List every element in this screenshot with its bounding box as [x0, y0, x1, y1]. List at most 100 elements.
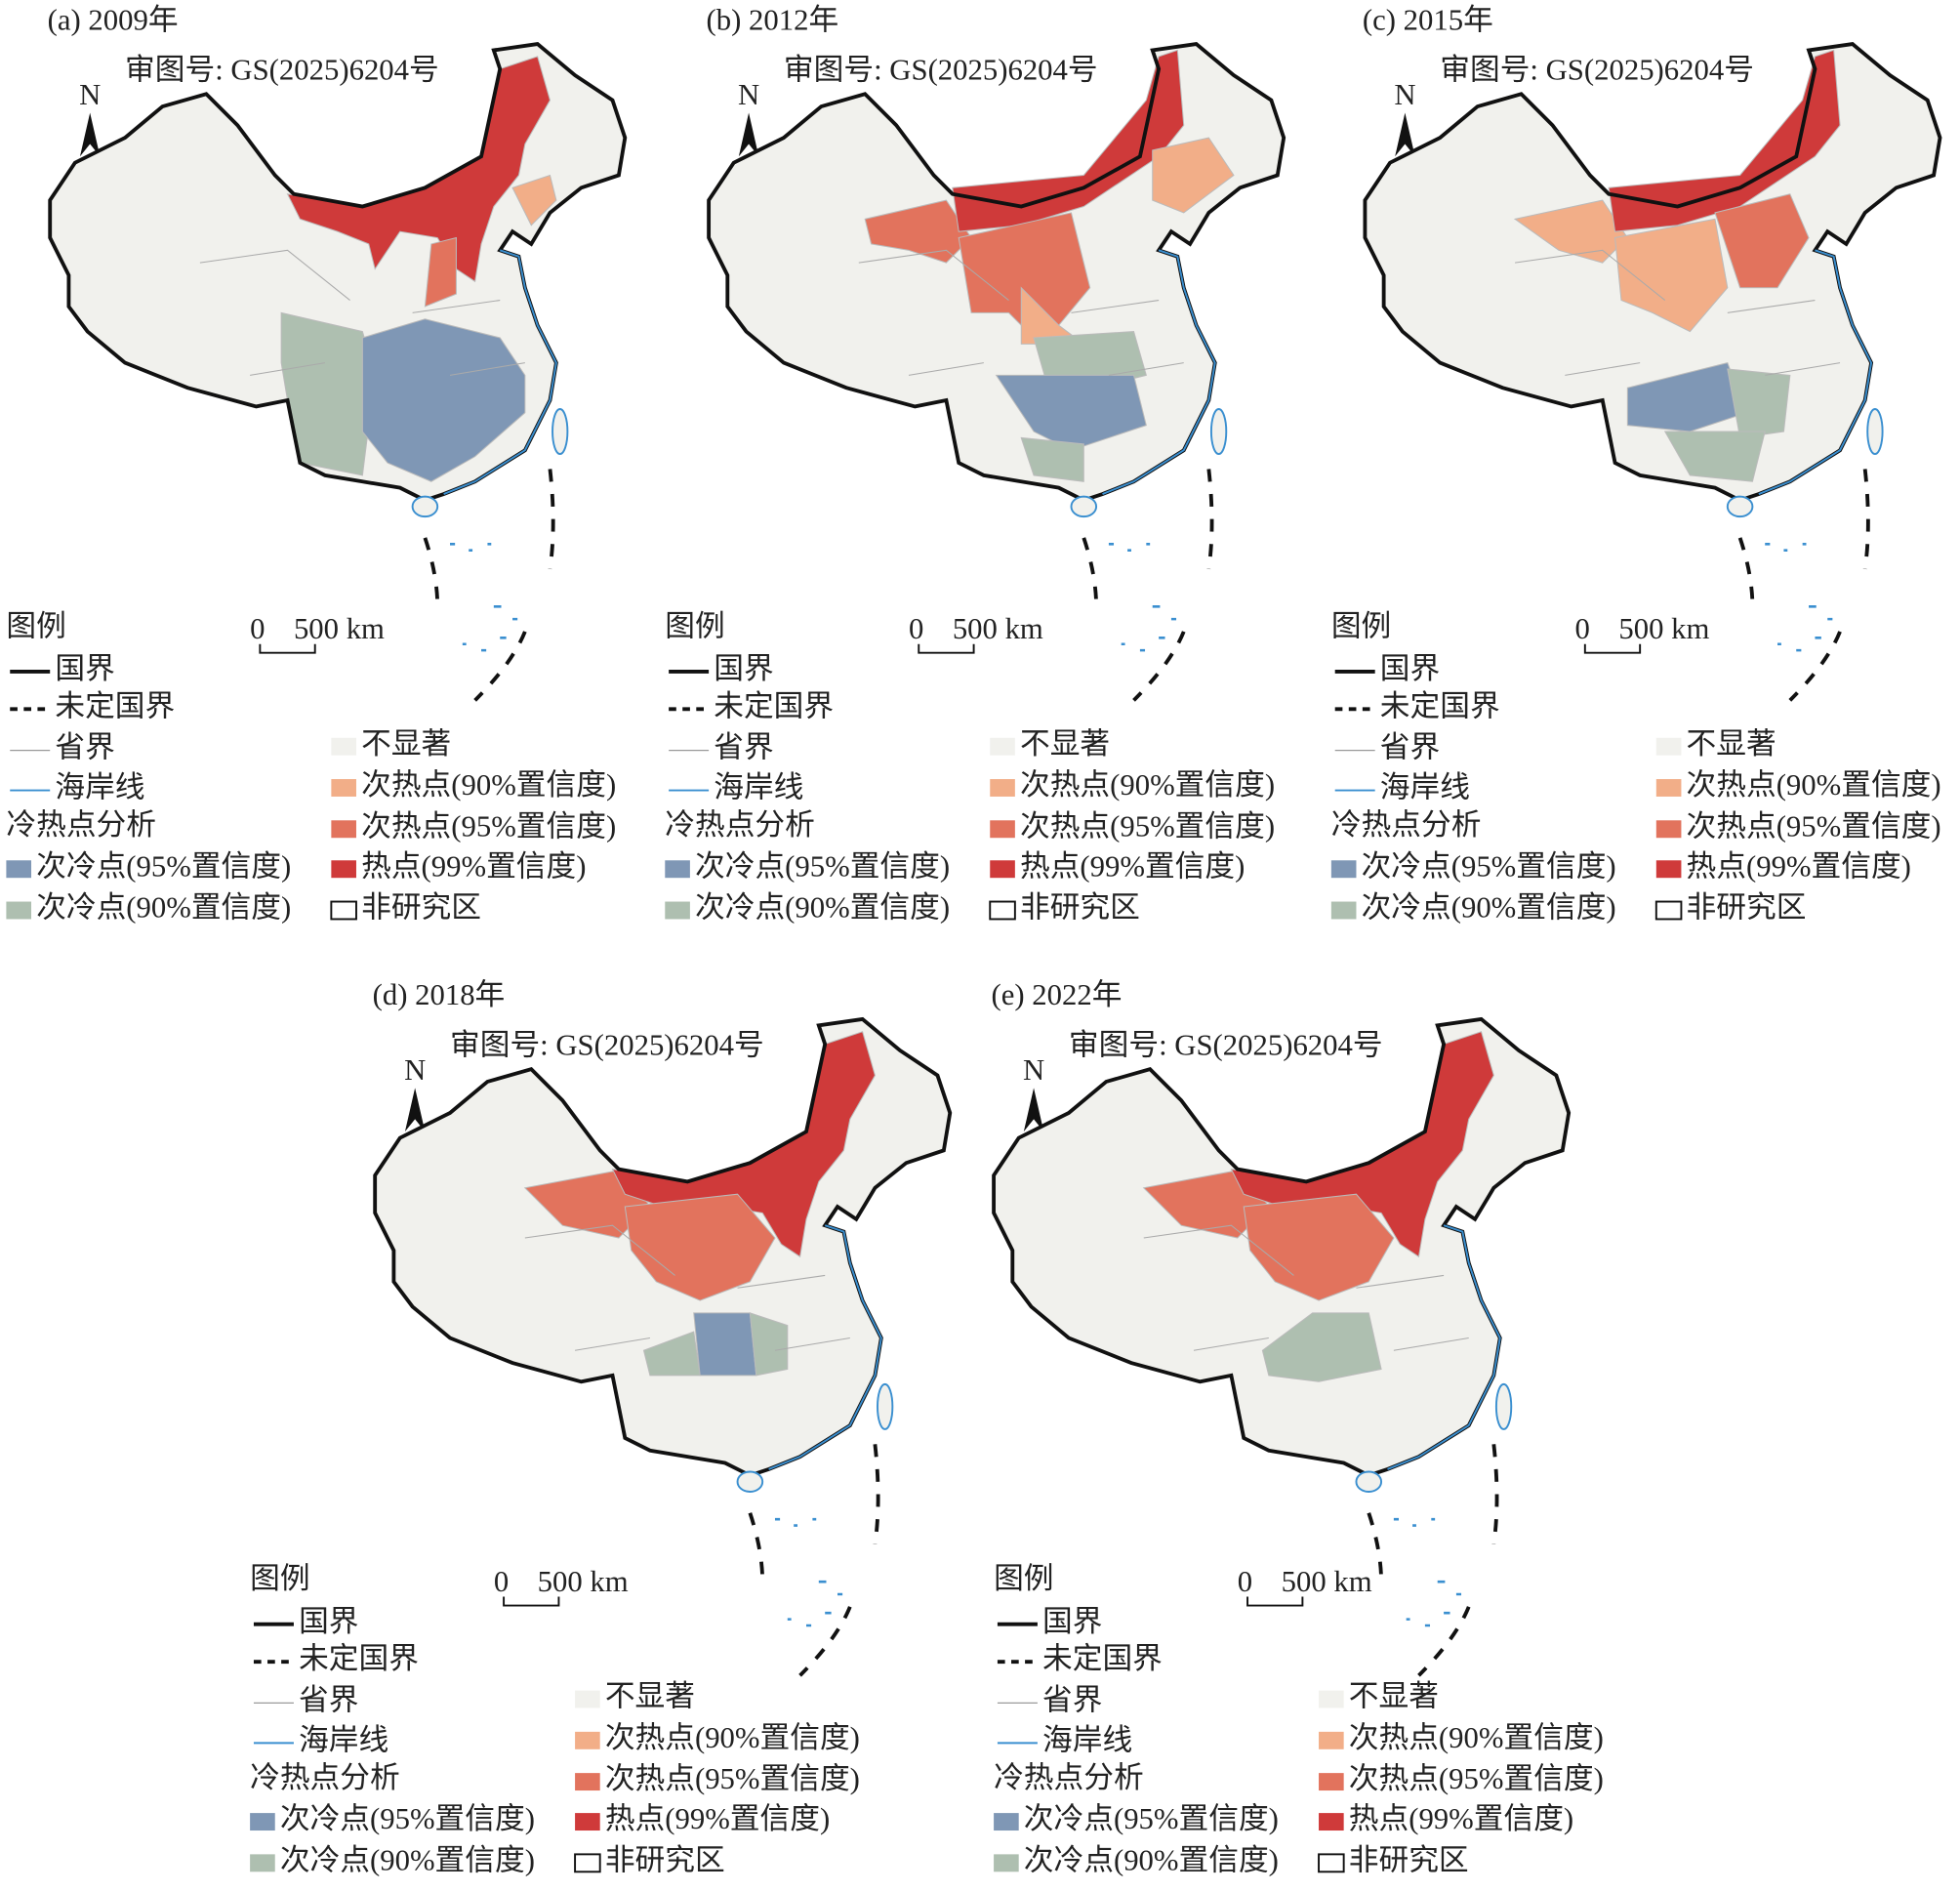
- legend-class-label: 次热点(90%置信度): [605, 1721, 860, 1754]
- scale-zero: 0: [1575, 612, 1590, 645]
- legend-line-label: 国界: [299, 1605, 358, 1638]
- coastline: [1387, 1224, 1501, 1470]
- region: [280, 311, 376, 476]
- panel-title: (c) 2015年: [1363, 3, 1493, 36]
- legend-class-label: 次冷点(90%置信度): [1024, 1843, 1279, 1876]
- legend-swatch: [575, 1773, 600, 1791]
- legend-swatch: [1319, 1690, 1344, 1708]
- region: [424, 236, 457, 308]
- legend-swatch: [994, 1854, 1019, 1872]
- legend-swatch: [665, 901, 690, 920]
- legend-line-label: 未定国界: [55, 689, 175, 722]
- legend-line-label: 海岸线: [299, 1723, 388, 1756]
- approval-number: 审图号: GS(2025)6204号: [450, 1028, 764, 1061]
- panel-title: (b) 2012年: [707, 3, 839, 36]
- province-border: [1143, 1224, 1469, 1351]
- province-border: [1515, 249, 1841, 376]
- legend-class-label: 非研究区: [1020, 891, 1140, 925]
- legend-analysis-title: 冷热点分析: [1331, 808, 1482, 842]
- legend-swatch: [990, 779, 1015, 797]
- region: [1714, 193, 1810, 289]
- north-label: N: [79, 78, 101, 111]
- legend-line-label: 省界: [714, 731, 773, 764]
- legend-class-label: 不显著: [361, 727, 451, 761]
- legend-title: 图例: [994, 1562, 1053, 1595]
- region: [1727, 368, 1791, 439]
- legend-class-label: 不显著: [605, 1680, 695, 1713]
- legend-class-label: 热点(99%置信度): [1349, 1802, 1573, 1835]
- legend-class-label: 次热点(90%置信度): [1687, 768, 1941, 802]
- legend-class-label: 次冷点(95%置信度): [1024, 1802, 1279, 1835]
- region: [1513, 199, 1629, 264]
- hainan: [1726, 495, 1754, 518]
- north-label: N: [404, 1053, 426, 1087]
- province-border: [199, 249, 525, 376]
- islands: [1108, 543, 1177, 652]
- hainan: [1070, 495, 1098, 518]
- country-border: [48, 42, 628, 503]
- scale-bar: [918, 643, 975, 654]
- islands: [1393, 1517, 1462, 1627]
- legend-class-label: 热点(99%置信度): [361, 849, 586, 883]
- scale-length: 500 km: [294, 612, 385, 645]
- legend-class-label: 次热点(95%置信度): [361, 809, 616, 843]
- approval-number: 审图号: GS(2025)6204号: [784, 54, 1098, 87]
- scale-length: 500 km: [1282, 1565, 1372, 1598]
- legend-swatch: [1655, 860, 1682, 879]
- legend-class-label: 非研究区: [361, 891, 481, 925]
- legend-line-label: 未定国界: [299, 1642, 419, 1675]
- undetermined-border: [423, 469, 555, 702]
- scale-zero: 0: [494, 1565, 509, 1598]
- legend-swatch: [990, 820, 1015, 839]
- coastline: [1102, 249, 1216, 495]
- north-arrow: [738, 112, 759, 157]
- legend-class-label: 次热点(95%置信度): [1687, 809, 1941, 843]
- legend-swatch: [665, 860, 690, 879]
- legend-line-label: 未定国界: [1042, 1642, 1163, 1675]
- taiwan: [1866, 408, 1884, 456]
- islands: [774, 1517, 843, 1627]
- legend-class-label: 次冷点(90%置信度): [36, 891, 291, 925]
- legend-swatch: [1655, 820, 1682, 839]
- legend-swatch: [989, 900, 1016, 921]
- undetermined-border: [1082, 469, 1214, 702]
- legend-swatch: [330, 900, 357, 921]
- legend-class-label: 次冷点(95%置信度): [695, 849, 950, 883]
- legend-swatch: [575, 1731, 600, 1749]
- legend-analysis-title: 冷热点分析: [665, 808, 815, 842]
- legend-swatch: [574, 1853, 601, 1873]
- taiwan: [1209, 408, 1228, 456]
- legend-class-label: 次热点(95%置信度): [1020, 809, 1275, 843]
- region: [952, 49, 1185, 232]
- legend-class-label: 不显著: [1349, 1680, 1439, 1713]
- scale-zero: 0: [1238, 1565, 1252, 1598]
- scale-length: 500 km: [1618, 612, 1709, 645]
- legend-class-label: 非研究区: [1349, 1843, 1469, 1876]
- taiwan: [551, 408, 569, 456]
- legend-swatch: [250, 1854, 275, 1872]
- scale-length: 500 km: [538, 1565, 629, 1598]
- region: [1261, 1312, 1382, 1382]
- legend-title: 图例: [250, 1562, 309, 1595]
- legend-class-label: 次热点(90%置信度): [1349, 1721, 1604, 1754]
- scale-bar: [1246, 1596, 1304, 1607]
- coastline: [768, 1224, 882, 1470]
- legend-class-label: 次冷点(95%置信度): [280, 1802, 535, 1835]
- legend-swatch: [331, 860, 356, 879]
- region: [693, 1312, 757, 1377]
- panel-title: (d) 2018年: [373, 978, 506, 1011]
- legend-class-label: 次热点(90%置信度): [1020, 768, 1275, 802]
- region: [749, 1312, 789, 1377]
- legend-class-label: 热点(99%置信度): [1687, 849, 1911, 883]
- province-border: [858, 249, 1184, 376]
- islands: [1765, 543, 1833, 652]
- country-border: [373, 1016, 953, 1478]
- country-border: [992, 1016, 1572, 1478]
- legend-title: 图例: [1331, 609, 1391, 642]
- north-arrow: [1023, 1088, 1044, 1132]
- legend-swatch: [1654, 900, 1683, 921]
- legend-class-label: 次冷点(90%置信度): [1362, 891, 1616, 925]
